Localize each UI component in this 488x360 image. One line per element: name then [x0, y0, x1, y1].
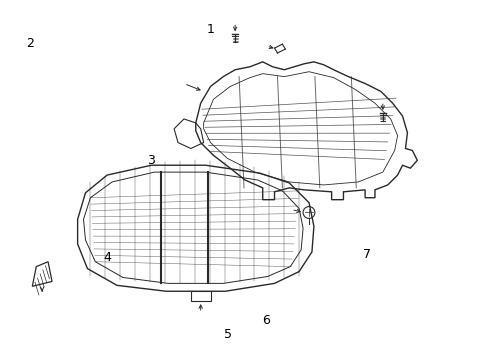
Text: 7: 7 — [363, 248, 370, 261]
Text: 2: 2 — [26, 37, 34, 50]
Text: 1: 1 — [206, 23, 214, 36]
Text: 4: 4 — [103, 252, 111, 265]
Text: 3: 3 — [146, 154, 154, 167]
Text: 5: 5 — [223, 328, 231, 341]
Text: 6: 6 — [262, 314, 269, 327]
